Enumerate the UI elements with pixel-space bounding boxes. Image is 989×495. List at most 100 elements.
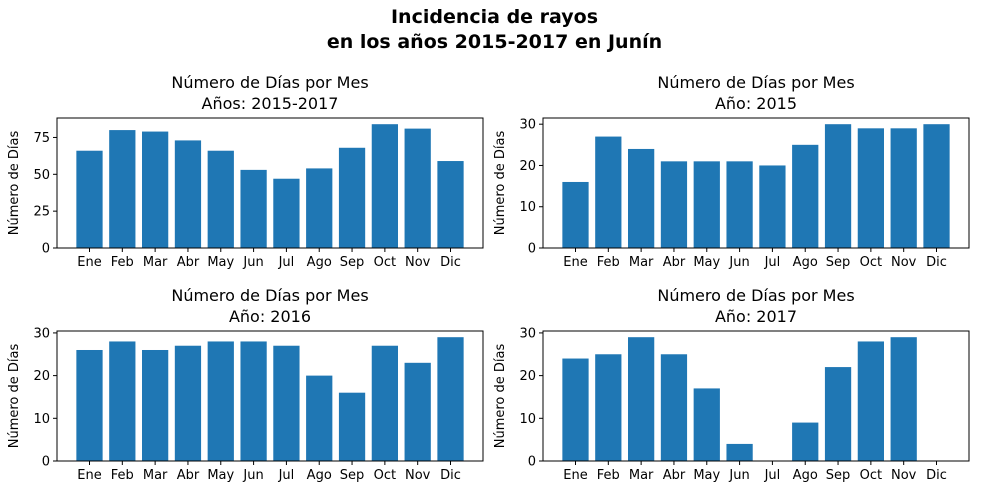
- x-tick-label: Jun: [728, 468, 749, 483]
- x-tick-label: Sep: [340, 468, 365, 483]
- x-tick-label: Jul: [764, 468, 781, 483]
- x-tick-label: Jul: [278, 255, 295, 270]
- x-tick-label: Abr: [663, 255, 686, 270]
- bar-dic: [923, 124, 950, 248]
- bar-abr: [660, 161, 688, 248]
- x-tick-label: Oct: [374, 468, 396, 483]
- bar-mar: [142, 131, 169, 248]
- bar-nov: [404, 362, 431, 461]
- x-tick-label: Oct: [374, 255, 396, 270]
- panel-2-title-line2: Año: 2015: [714, 94, 798, 113]
- y-tick-label: 0: [528, 455, 536, 470]
- y-tick-label: 20: [519, 369, 536, 384]
- panel-4-title-line1: Número de Días por Mes: [657, 286, 855, 305]
- x-tick-label: Jun: [728, 255, 749, 270]
- x-tick-label: Sep: [340, 255, 365, 270]
- bar-may: [693, 161, 720, 248]
- x-tick-label: Feb: [597, 468, 620, 483]
- bar-feb: [595, 354, 622, 461]
- bar-may: [207, 150, 234, 248]
- plot-frame: [542, 330, 970, 462]
- x-tick-label: Mar: [629, 468, 654, 483]
- bar-sep: [824, 367, 852, 461]
- bar-jun: [726, 161, 753, 248]
- plot-frame: [56, 117, 484, 249]
- x-tick-label: Ene: [77, 468, 101, 483]
- x-tick-label: Sep: [826, 255, 851, 270]
- x-tick-label: Oct: [860, 468, 882, 483]
- y-tick-label: 20: [519, 159, 536, 174]
- y-tick-label: 25: [33, 205, 50, 220]
- x-tick-label: Oct: [860, 255, 882, 270]
- bar-may: [207, 341, 234, 461]
- bar-sep: [338, 392, 366, 461]
- y-tick-label: 30: [519, 118, 536, 133]
- bar-ago: [306, 375, 333, 461]
- panel-1-title-line2: Años: 2015-2017: [201, 94, 339, 113]
- y-tick-label: 0: [528, 242, 536, 257]
- x-tick-label: Mar: [143, 468, 168, 483]
- y-tick-label: 30: [519, 326, 536, 341]
- bar-ene: [562, 181, 589, 248]
- x-tick-label: Dic: [440, 255, 461, 270]
- x-tick-label: May: [693, 255, 720, 270]
- x-tick-label: Feb: [111, 468, 134, 483]
- bar-dic: [437, 161, 464, 248]
- bar-mar: [142, 349, 169, 461]
- y-tick-label: 10: [519, 200, 536, 215]
- panel-2-title-line1: Número de Días por Mes: [657, 73, 855, 92]
- chart-1: Ene Feb Mar Abr May Jun Jul Ago Sep Oct Nov Dic 0 25 5…: [7, 117, 484, 270]
- bar-jul: [273, 178, 300, 248]
- x-tick-label: Abr: [663, 468, 686, 483]
- y-tick-label: 10: [519, 412, 536, 427]
- x-tick-label: Jul: [278, 468, 295, 483]
- x-tick-label: Ago: [793, 255, 818, 270]
- bar-ene: [76, 349, 103, 461]
- bar-abr: [660, 354, 688, 461]
- bar-ene: [562, 358, 589, 461]
- x-tick-label: Ago: [307, 255, 332, 270]
- y-axis-label: Número de Días: [493, 131, 508, 236]
- bar-ago: [792, 144, 819, 248]
- x-tick-label: Nov: [405, 468, 431, 483]
- x-tick-label: Jun: [242, 468, 263, 483]
- bar-jun: [240, 341, 267, 461]
- bar-feb: [109, 130, 136, 248]
- bar-oct: [371, 345, 398, 461]
- chart-2: Ene Feb Mar Abr May Jun Jul Ago Sep Oct Nov Dic 0 10 2…: [493, 117, 970, 270]
- x-tick-label: Feb: [111, 255, 134, 270]
- x-tick-label: May: [207, 255, 234, 270]
- bar-mar: [628, 337, 655, 461]
- x-tick-label: Ene: [77, 255, 101, 270]
- x-tick-label: Dic: [926, 468, 947, 483]
- x-tick-label: Nov: [405, 255, 431, 270]
- panel-4-title-line2: Año: 2017: [714, 307, 798, 326]
- x-tick-label: Nov: [891, 255, 917, 270]
- bar-ene: [76, 150, 103, 248]
- x-tick-label: Abr: [177, 255, 200, 270]
- x-tick-label: Mar: [143, 255, 168, 270]
- plot-frame: [542, 117, 970, 249]
- bar-ago: [306, 168, 333, 248]
- x-tick-label: May: [207, 468, 234, 483]
- bar-sep: [338, 147, 366, 248]
- chart-4: Ene Feb Mar Abr May Jun Jul Ago Sep Oct Nov Dic 0 10 2…: [493, 326, 970, 483]
- x-tick-label: Ene: [563, 255, 587, 270]
- y-tick-label: 50: [33, 168, 50, 183]
- x-tick-label: Jun: [242, 255, 263, 270]
- x-tick-label: Sep: [826, 468, 851, 483]
- bar-may: [693, 388, 720, 461]
- y-tick-label: 10: [33, 412, 50, 427]
- bar-sep: [824, 124, 852, 248]
- bar-jun: [726, 443, 753, 461]
- y-tick-label: 20: [33, 369, 50, 384]
- figure-title-line2: en los años 2015-2017 en Junín: [326, 31, 663, 53]
- bar-nov: [890, 337, 917, 461]
- x-tick-label: Ago: [793, 468, 818, 483]
- bar-oct: [857, 341, 884, 461]
- bar-feb: [109, 341, 136, 461]
- figure-title-line1: Incidencia de rayos: [390, 6, 599, 28]
- x-tick-label: Dic: [926, 255, 947, 270]
- y-tick-label: 0: [42, 455, 50, 470]
